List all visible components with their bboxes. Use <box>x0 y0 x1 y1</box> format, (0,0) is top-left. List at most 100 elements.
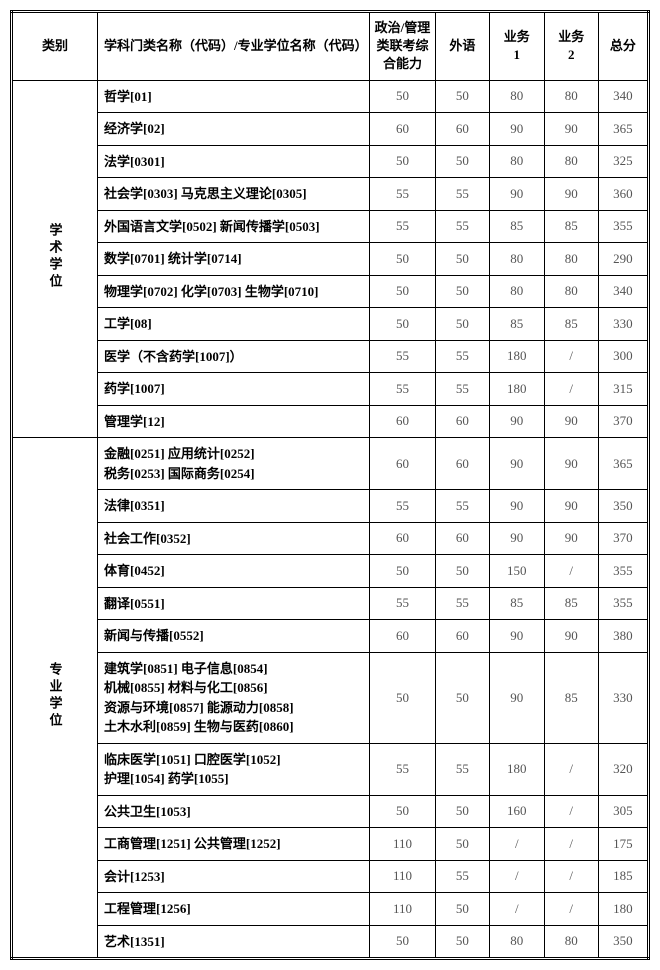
subject-cell: 体育[0452] <box>98 555 370 588</box>
score-cell: 80 <box>544 145 598 178</box>
score-cell: 90 <box>489 438 544 490</box>
score-cell: 80 <box>544 925 598 959</box>
score-cell: 355 <box>598 555 648 588</box>
score-cell: 110 <box>370 828 436 861</box>
score-cell: 90 <box>489 490 544 523</box>
table-row: 法学[0301]50508080325 <box>12 145 649 178</box>
subject-cell: 医学（不含药学[1007]） <box>98 340 370 373</box>
score-cell: 350 <box>598 490 648 523</box>
score-cell: 50 <box>370 555 436 588</box>
subject-cell: 建筑学[0851] 电子信息[0854]机械[0855] 材料与化工[0856]… <box>98 652 370 743</box>
score-cell: 160 <box>489 795 544 828</box>
table-row: 艺术[1351]50508080350 <box>12 925 649 959</box>
score-cell: / <box>544 828 598 861</box>
subject-cell: 临床医学[1051] 口腔医学[1052]护理[1054] 药学[1055] <box>98 743 370 795</box>
subject-cell: 翻译[0551] <box>98 587 370 620</box>
subject-cell: 物理学[0702] 化学[0703] 生物学[0710] <box>98 275 370 308</box>
score-cell: 355 <box>598 210 648 243</box>
score-cell: 90 <box>544 490 598 523</box>
score-cell: 80 <box>544 80 598 113</box>
score-cell: 110 <box>370 860 436 893</box>
table-row: 公共卫生[1053]5050160/305 <box>12 795 649 828</box>
score-cell: 85 <box>489 210 544 243</box>
table-row: 法律[0351]55559090350 <box>12 490 649 523</box>
score-cell: / <box>489 860 544 893</box>
score-cell: 90 <box>489 178 544 211</box>
subject-cell: 工学[08] <box>98 308 370 341</box>
score-cell: 60 <box>435 113 489 146</box>
score-cell: 50 <box>435 145 489 178</box>
score-cell: 90 <box>489 113 544 146</box>
score-cell: 175 <box>598 828 648 861</box>
score-cell: 80 <box>489 243 544 276</box>
score-cell: / <box>544 373 598 406</box>
score-cell: 85 <box>544 210 598 243</box>
score-cell: 50 <box>435 80 489 113</box>
score-cell: 180 <box>489 373 544 406</box>
header-biz1: 业务1 <box>489 12 544 81</box>
table-row: 管理学[12]60609090370 <box>12 405 649 438</box>
table-row: 医学（不含药学[1007]）5555180/300 <box>12 340 649 373</box>
score-cell: 365 <box>598 438 648 490</box>
category-cell: 专业学位 <box>12 438 98 959</box>
score-cell: 290 <box>598 243 648 276</box>
score-cell: 80 <box>544 243 598 276</box>
score-cell: 50 <box>370 795 436 828</box>
score-cell: / <box>489 828 544 861</box>
score-cell: 50 <box>435 275 489 308</box>
header-biz2: 业务2 <box>544 12 598 81</box>
score-cell: 55 <box>435 178 489 211</box>
table-row: 社会学[0303] 马克思主义理论[0305]55559090360 <box>12 178 649 211</box>
table-row: 学术学位哲学[01]50508080340 <box>12 80 649 113</box>
score-cell: 50 <box>370 275 436 308</box>
score-cell: 50 <box>435 652 489 743</box>
score-cell: 355 <box>598 587 648 620</box>
subject-cell: 新闻与传播[0552] <box>98 620 370 653</box>
score-cell: 330 <box>598 308 648 341</box>
score-cell: 315 <box>598 373 648 406</box>
header-foreign: 外语 <box>435 12 489 81</box>
score-cell: 50 <box>435 243 489 276</box>
score-cell: 55 <box>370 340 436 373</box>
table-row: 物理学[0702] 化学[0703] 生物学[0710]50508080340 <box>12 275 649 308</box>
score-cell: 50 <box>370 80 436 113</box>
table-row: 工学[08]50508585330 <box>12 308 649 341</box>
category-cell: 学术学位 <box>12 80 98 438</box>
score-cell: 90 <box>489 405 544 438</box>
table-row: 经济学[02]60609090365 <box>12 113 649 146</box>
subject-cell: 法学[0301] <box>98 145 370 178</box>
score-cell: 80 <box>489 275 544 308</box>
score-cell: 55 <box>370 178 436 211</box>
score-cell: 50 <box>435 893 489 926</box>
subject-cell: 社会工作[0352] <box>98 522 370 555</box>
table-row: 建筑学[0851] 电子信息[0854]机械[0855] 材料与化工[0856]… <box>12 652 649 743</box>
score-cell: 85 <box>544 308 598 341</box>
subject-cell: 管理学[12] <box>98 405 370 438</box>
score-cell: 80 <box>489 145 544 178</box>
score-cell: 55 <box>370 587 436 620</box>
score-cell: 55 <box>435 210 489 243</box>
score-cell: 90 <box>544 438 598 490</box>
table-row: 临床医学[1051] 口腔医学[1052]护理[1054] 药学[1055]55… <box>12 743 649 795</box>
table-row: 社会工作[0352]60609090370 <box>12 522 649 555</box>
score-cell: 55 <box>435 587 489 620</box>
header-row: 类别 学科门类名称（代码）/专业学位名称（代码） 政治/管理类联考综合能力 外语… <box>12 12 649 81</box>
score-cell: 60 <box>435 405 489 438</box>
table-body: 学术学位哲学[01]50508080340经济学[02]60609090365法… <box>12 80 649 959</box>
header-subject: 学科门类名称（代码）/专业学位名称（代码） <box>98 12 370 81</box>
score-cell: 90 <box>489 620 544 653</box>
score-cell: 50 <box>435 795 489 828</box>
score-cell: 110 <box>370 893 436 926</box>
score-cell: 330 <box>598 652 648 743</box>
table-row: 专业学位金融[0251] 应用统计[0252]税务[0253] 国际商务[025… <box>12 438 649 490</box>
subject-cell: 社会学[0303] 马克思主义理论[0305] <box>98 178 370 211</box>
table-row: 数学[0701] 统计学[0714]50508080290 <box>12 243 649 276</box>
score-cell: 80 <box>489 80 544 113</box>
score-table: 类别 学科门类名称（代码）/专业学位名称（代码） 政治/管理类联考综合能力 外语… <box>10 10 650 960</box>
score-cell: / <box>544 743 598 795</box>
score-cell: 50 <box>435 555 489 588</box>
subject-cell: 工程管理[1256] <box>98 893 370 926</box>
score-cell: 320 <box>598 743 648 795</box>
score-cell: 55 <box>370 373 436 406</box>
score-cell: 150 <box>489 555 544 588</box>
